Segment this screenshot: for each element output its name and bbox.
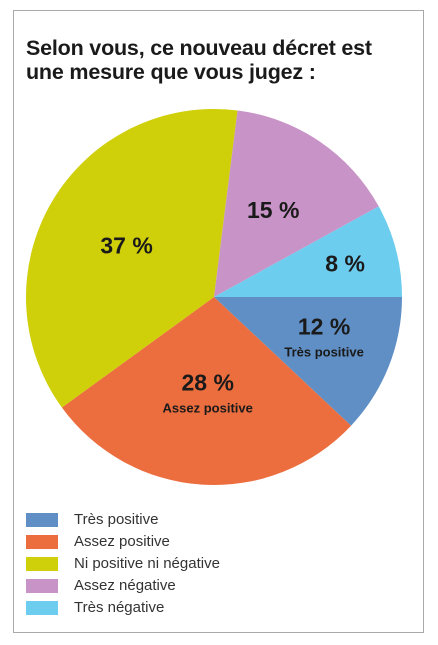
slice-value-label-assez-positive: 28 % [181, 369, 233, 395]
legend-label-assez-negative: Assez négative [74, 577, 176, 594]
pie-slice-assez-negative [214, 110, 379, 297]
pie-slice-tres-negative [214, 206, 402, 297]
slice-category-label-tres-positive: Très positive [284, 345, 363, 360]
legend-label-assez-positive: Assez positive [74, 533, 170, 550]
slice-value-label-ni-positive-ni-negative: 37 % [100, 232, 152, 258]
legend-swatch-ni-positive-ni-negative [26, 557, 58, 571]
pie-slice-tres-positive [214, 297, 402, 426]
legend-swatch-assez-negative [26, 579, 58, 593]
slice-value-label-assez-negative: 15 % [247, 197, 299, 223]
legend-swatch-assez-positive [26, 535, 58, 549]
legend-label-ni-positive-ni-negative: Ni positive ni négative [74, 555, 220, 572]
slice-value-label-tres-positive: 12 % [298, 314, 350, 340]
pie-slice-ni-positive-ni-negative [25, 108, 238, 408]
pie-slices [25, 108, 402, 486]
slice-category-label-assez-positive: Assez positive [163, 400, 253, 415]
slice-value-label-tres-negative: 8 % [325, 250, 365, 276]
legend-swatch-tres-negative [26, 601, 58, 615]
legend-label-tres-negative: Très négative [74, 599, 165, 616]
chart-title-line-1: Selon vous, ce nouveau décret est [26, 36, 372, 60]
chart-title-line-2: une mesure que vous jugez : [26, 60, 316, 84]
legend-swatch-tres-positive [26, 513, 58, 527]
pie-slice-assez-positive [61, 297, 352, 486]
pie-labels: 12 % Très positive 28 % Assez positive 37 % 1… [100, 197, 365, 416]
legend-label-tres-positive: Très positive [74, 511, 159, 528]
chart-title: Selon vous, ce nouveau décret est une me… [26, 36, 416, 84]
